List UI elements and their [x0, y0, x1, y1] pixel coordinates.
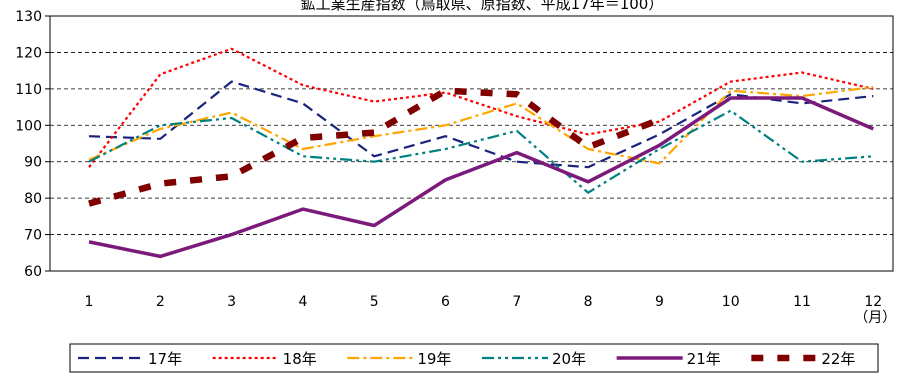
- x-tick-label: 11: [793, 294, 811, 310]
- x-tick-label: 6: [441, 294, 450, 310]
- series-line-4: [88, 109, 874, 194]
- x-tick-label: 1: [85, 294, 94, 310]
- plot-border: [49, 15, 894, 272]
- chart-title: 鉱工業生産指数（鳥取県、原指数、平成17年＝100）: [301, 0, 664, 13]
- x-unit-label: （月）: [854, 310, 896, 326]
- legend-label-1: 17年: [148, 350, 182, 368]
- y-tick-label: 90: [24, 155, 42, 171]
- y-tick-label: 100: [15, 118, 42, 134]
- x-tick-label: 7: [512, 294, 521, 310]
- series-line-3: [88, 85, 874, 165]
- series-line-2: [88, 47, 874, 168]
- x-tick-label: 3: [227, 294, 236, 310]
- x-tick-label: 2: [156, 294, 165, 310]
- y-tick-label: 120: [15, 45, 42, 61]
- x-tick-label: 12: [864, 294, 882, 310]
- x-tick-label: 10: [722, 294, 740, 310]
- legend-box: [69, 343, 879, 373]
- y-tick-label: 130: [15, 9, 42, 25]
- legend-label-4: 20年: [552, 350, 586, 368]
- x-tick-label: 4: [298, 294, 307, 310]
- legend: 17年 18年 19年 20年 21年 22年: [69, 343, 879, 373]
- y-tick-label: 60: [24, 264, 42, 280]
- series-line-5: [88, 96, 874, 259]
- series-line-1: [88, 80, 874, 169]
- legend-label-5: 21年: [687, 350, 721, 368]
- y-tick-label: 80: [24, 191, 42, 207]
- x-tick-label: 9: [655, 294, 664, 310]
- legend-label-2: 18年: [283, 350, 317, 368]
- series-line-6: [88, 87, 661, 207]
- x-tick-label: 5: [370, 294, 379, 310]
- y-tick-label: 70: [24, 228, 42, 244]
- y-tick-label: 110: [15, 82, 42, 98]
- legend-label-6: 22年: [821, 350, 855, 368]
- legend-label-3: 19年: [417, 350, 451, 368]
- x-tick-label: 8: [584, 294, 593, 310]
